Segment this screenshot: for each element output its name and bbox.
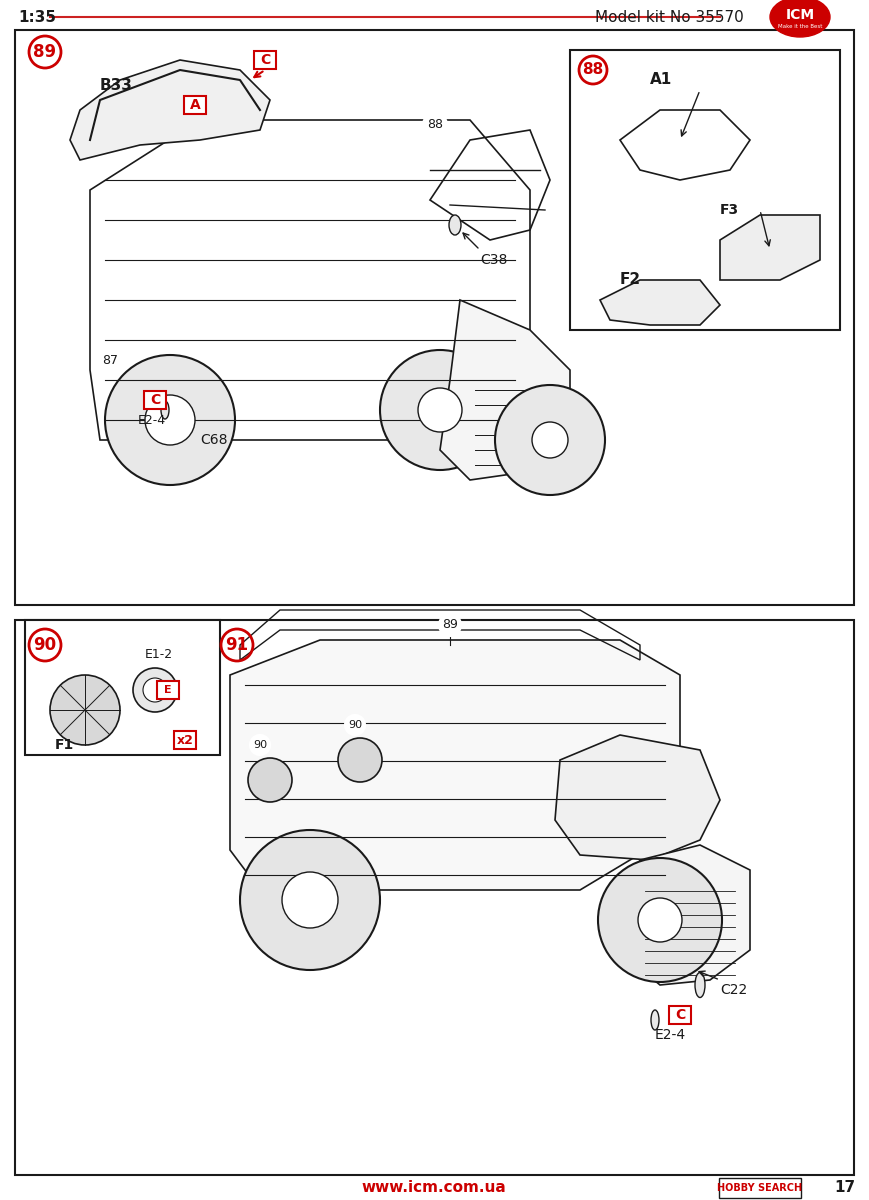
Circle shape — [50, 674, 120, 745]
Polygon shape — [600, 280, 720, 325]
Text: A1: A1 — [650, 72, 673, 88]
Text: F1: F1 — [55, 738, 74, 752]
Text: Model kit No 35570: Model kit No 35570 — [595, 10, 744, 24]
Text: 90: 90 — [253, 740, 267, 750]
Circle shape — [380, 350, 500, 470]
Polygon shape — [440, 300, 570, 480]
Text: 90: 90 — [348, 720, 362, 730]
Text: F2: F2 — [620, 272, 641, 288]
Text: B33: B33 — [100, 78, 133, 92]
FancyBboxPatch shape — [254, 50, 276, 68]
Ellipse shape — [695, 972, 705, 997]
Text: C: C — [260, 53, 270, 67]
Circle shape — [598, 858, 722, 982]
Circle shape — [240, 830, 380, 970]
Text: E: E — [164, 685, 172, 695]
Text: A: A — [189, 98, 201, 112]
FancyBboxPatch shape — [184, 96, 206, 114]
Circle shape — [105, 355, 235, 485]
Circle shape — [495, 385, 605, 494]
FancyBboxPatch shape — [144, 391, 166, 409]
Polygon shape — [230, 640, 680, 890]
Text: 90: 90 — [33, 636, 56, 654]
Circle shape — [282, 872, 338, 928]
FancyBboxPatch shape — [174, 731, 196, 749]
Text: 89: 89 — [33, 43, 56, 61]
Text: C: C — [149, 392, 160, 407]
Circle shape — [143, 678, 167, 702]
FancyBboxPatch shape — [570, 50, 840, 330]
Circle shape — [248, 758, 292, 802]
Text: Make it the Best: Make it the Best — [778, 24, 822, 30]
FancyBboxPatch shape — [719, 1178, 801, 1198]
Polygon shape — [720, 215, 820, 280]
Text: 91: 91 — [225, 636, 249, 654]
Circle shape — [532, 422, 568, 458]
Text: C22: C22 — [720, 983, 747, 997]
Text: 87: 87 — [102, 354, 118, 366]
Polygon shape — [630, 845, 750, 985]
Text: 1:35: 1:35 — [18, 10, 56, 24]
Text: 88: 88 — [582, 62, 604, 78]
Circle shape — [345, 715, 365, 734]
Circle shape — [145, 395, 195, 445]
Text: 89: 89 — [442, 618, 458, 631]
Text: C68: C68 — [200, 433, 228, 446]
Text: F3: F3 — [720, 203, 740, 217]
FancyBboxPatch shape — [15, 30, 854, 605]
Circle shape — [133, 668, 177, 712]
Circle shape — [439, 614, 461, 636]
Text: E2-4: E2-4 — [655, 1028, 687, 1042]
FancyBboxPatch shape — [669, 1006, 691, 1024]
Text: 88: 88 — [427, 119, 443, 132]
Circle shape — [98, 348, 122, 372]
Text: HOBBY SEARCH: HOBBY SEARCH — [718, 1183, 803, 1193]
Text: C38: C38 — [480, 253, 507, 266]
Polygon shape — [70, 60, 270, 160]
Circle shape — [418, 388, 462, 432]
Text: x2: x2 — [176, 733, 194, 746]
Ellipse shape — [161, 401, 169, 419]
Text: E1-2: E1-2 — [145, 648, 173, 661]
Ellipse shape — [651, 1010, 659, 1030]
Circle shape — [423, 113, 447, 137]
FancyBboxPatch shape — [157, 680, 179, 698]
Text: ICM: ICM — [786, 8, 814, 22]
FancyBboxPatch shape — [25, 620, 220, 755]
Circle shape — [638, 898, 682, 942]
Polygon shape — [555, 734, 720, 860]
Text: 17: 17 — [834, 1181, 856, 1195]
Text: E2-4: E2-4 — [138, 414, 166, 426]
Ellipse shape — [770, 0, 830, 37]
Text: C: C — [675, 1008, 685, 1022]
Ellipse shape — [449, 215, 461, 235]
Circle shape — [250, 734, 270, 755]
Circle shape — [338, 738, 382, 782]
FancyBboxPatch shape — [15, 620, 854, 1175]
Text: www.icm.com.ua: www.icm.com.ua — [362, 1181, 507, 1195]
